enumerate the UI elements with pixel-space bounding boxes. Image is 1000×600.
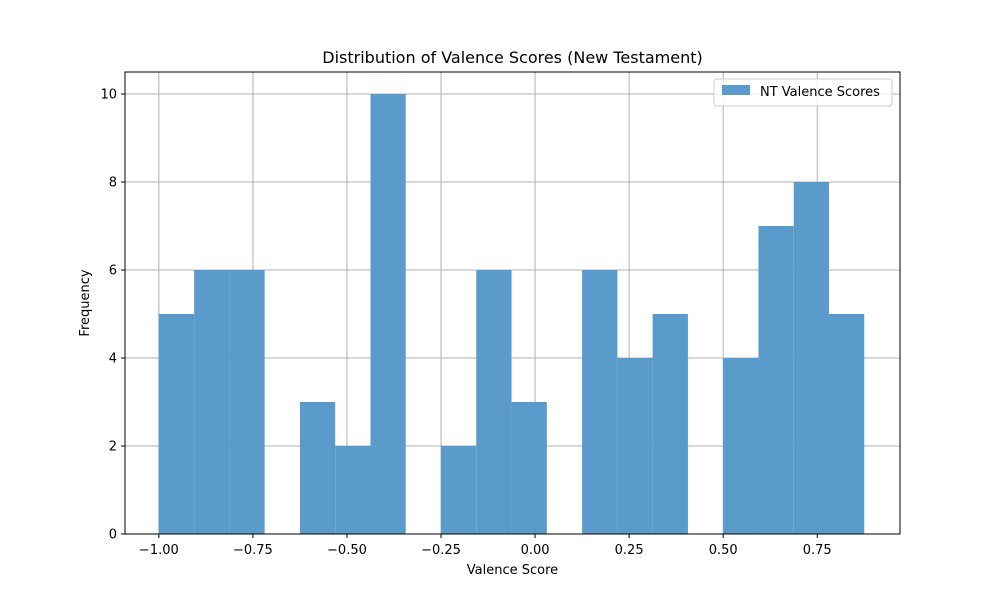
y-axis-title: Frequency <box>78 269 93 336</box>
histogram-bar <box>370 94 406 534</box>
x-tick-label: 0.75 <box>803 543 832 558</box>
legend-label: NT Valence Scores <box>760 85 880 100</box>
histogram-bar <box>158 314 195 534</box>
x-tick-label: 0.00 <box>521 543 550 558</box>
histogram-bar <box>582 270 618 534</box>
chart-title: Distribution of Valence Scores (New Test… <box>322 48 702 67</box>
x-tick-label: 0.25 <box>615 543 644 558</box>
histogram-bar <box>652 314 688 534</box>
legend: NT Valence Scores <box>713 78 893 107</box>
x-tick-label: 0.50 <box>709 543 738 558</box>
histogram-bar <box>335 446 371 534</box>
histogram-bar <box>617 358 653 534</box>
y-tick-label: 0 <box>109 528 117 543</box>
y-tick-label: 6 <box>109 264 117 279</box>
histogram-bar <box>299 402 336 534</box>
bars <box>158 94 865 534</box>
y-tick-label: 8 <box>109 176 117 191</box>
histogram-bar <box>829 314 865 534</box>
histogram-bar <box>194 270 230 534</box>
y-tick-label: 2 <box>109 440 117 455</box>
legend-swatch <box>722 85 750 95</box>
x-axis-ticks: −1.00 −0.75 −0.50 −0.25 0.00 0.25 0.50 0.75 <box>139 534 832 558</box>
y-axis-ticks: 0 2 4 6 8 10 <box>100 88 125 543</box>
histogram-bar <box>229 270 265 534</box>
histogram-bar <box>441 446 477 534</box>
histogram-bar <box>793 182 830 534</box>
x-tick-label: −1.00 <box>139 543 179 558</box>
y-tick-label: 4 <box>109 352 117 367</box>
x-axis-title: Valence Score <box>467 563 558 578</box>
x-tick-label: −0.75 <box>233 543 273 558</box>
histogram-bar <box>511 402 547 534</box>
histogram-bar <box>476 270 512 534</box>
x-tick-label: −0.25 <box>421 543 461 558</box>
histogram-bar <box>758 226 794 534</box>
y-tick-label: 10 <box>100 88 117 103</box>
histogram-bar <box>723 358 759 534</box>
plot-frame <box>124 71 901 535</box>
legend-box <box>713 78 893 107</box>
x-tick-label: −0.50 <box>327 543 367 558</box>
